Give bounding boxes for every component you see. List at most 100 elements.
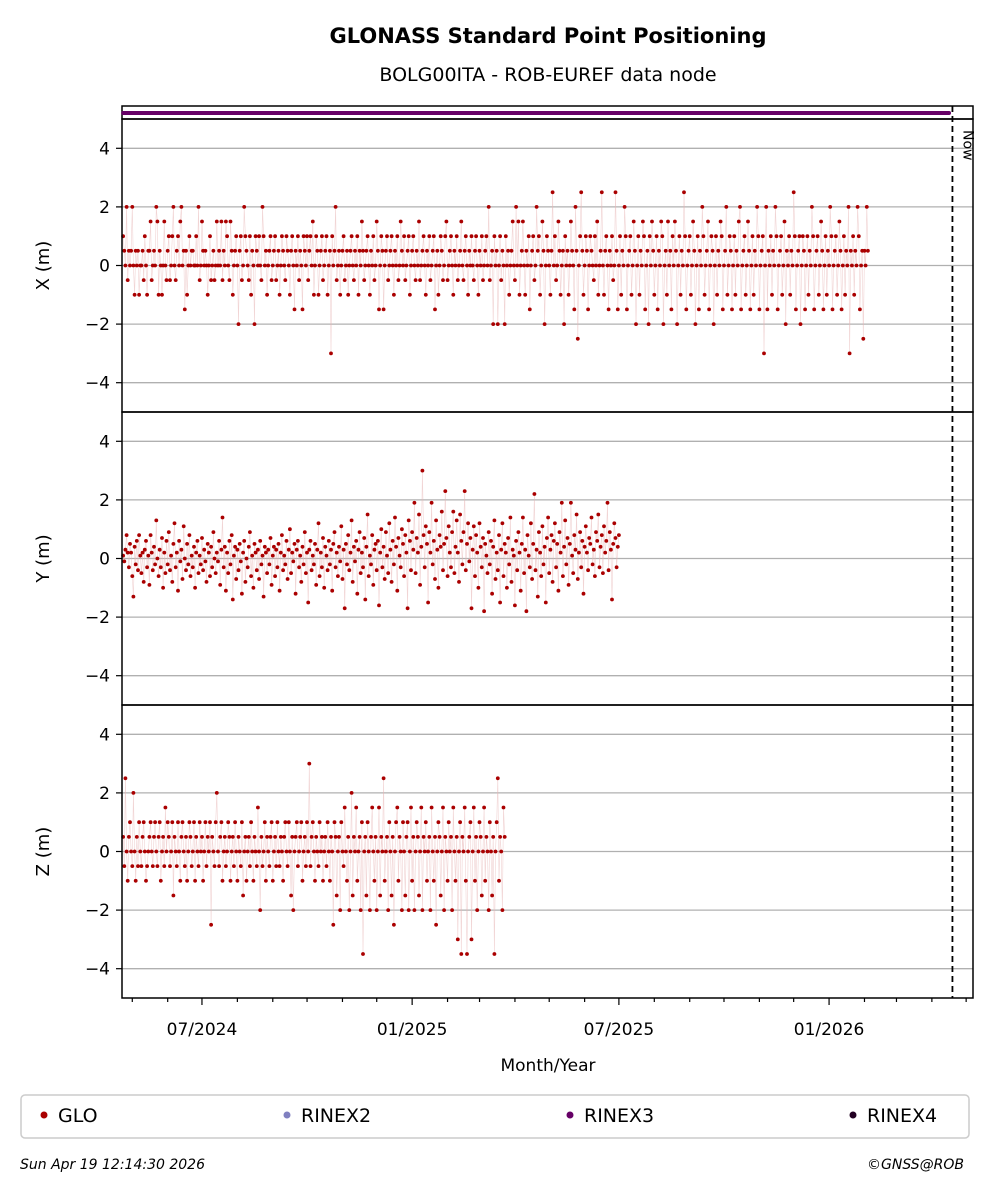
data-point — [227, 278, 232, 282]
data-point — [193, 878, 198, 883]
data-point — [506, 248, 510, 253]
data-point — [340, 248, 345, 253]
data-point — [277, 588, 282, 593]
data-point — [300, 878, 305, 883]
data-point — [357, 835, 362, 839]
data-point — [804, 263, 809, 268]
data-point — [813, 263, 818, 268]
data-point — [270, 263, 275, 268]
data-point — [607, 530, 612, 534]
data-point — [299, 580, 304, 584]
data-point — [235, 263, 240, 268]
data-point — [181, 849, 186, 854]
data-point — [709, 234, 714, 239]
data-point — [305, 234, 309, 239]
data-point — [530, 248, 534, 253]
data-point — [835, 292, 839, 297]
data-point — [454, 835, 459, 839]
data-point — [483, 248, 488, 253]
data-point — [615, 544, 620, 549]
data-point — [467, 248, 472, 253]
data-point — [450, 263, 454, 268]
data-point — [370, 533, 375, 537]
data-point — [831, 263, 836, 268]
data-point — [147, 583, 152, 587]
data-point — [392, 922, 396, 927]
data-point — [599, 190, 604, 195]
data-point — [366, 849, 371, 854]
panel-y: 4 2 0 −2 −4 Y (m) — [33, 411, 974, 706]
data-point — [145, 565, 150, 570]
data-point — [133, 878, 138, 883]
data-point — [137, 533, 142, 537]
data-point — [533, 263, 538, 268]
data-point — [514, 539, 518, 543]
data-point — [190, 565, 195, 570]
data-point — [411, 835, 416, 839]
data-point — [581, 292, 586, 297]
data-point — [290, 234, 295, 239]
data-point — [317, 820, 322, 825]
data-point — [611, 542, 616, 546]
data-point — [718, 219, 723, 224]
data-point — [779, 234, 783, 239]
data-point — [427, 835, 432, 839]
data-point — [394, 263, 398, 268]
data-point — [403, 278, 408, 282]
data-point — [425, 878, 429, 883]
data-point — [686, 248, 691, 253]
data-point — [741, 248, 746, 253]
data-point — [605, 500, 610, 505]
data-point — [501, 574, 506, 578]
data-point — [822, 263, 827, 268]
data-point — [227, 539, 232, 543]
data-point — [429, 263, 434, 268]
data-point — [377, 307, 381, 312]
data-point — [462, 489, 467, 493]
data-point — [245, 263, 250, 268]
data-point — [315, 849, 320, 854]
data-point — [244, 248, 249, 253]
data-point — [433, 307, 437, 312]
data-point — [481, 278, 485, 282]
data-point — [164, 278, 169, 282]
data-point — [348, 849, 353, 854]
data-point — [162, 219, 167, 224]
data-point — [344, 542, 348, 546]
data-point — [388, 547, 393, 552]
data-point — [447, 849, 452, 854]
data-point — [131, 263, 136, 268]
data-point — [371, 583, 376, 587]
data-point — [668, 248, 673, 253]
data-point — [511, 263, 516, 268]
data-point — [280, 234, 284, 239]
data-point — [269, 820, 274, 825]
data-point — [214, 219, 219, 224]
data-point — [556, 588, 561, 593]
data-point — [396, 536, 401, 540]
data-point — [455, 550, 460, 555]
data-point — [493, 849, 498, 854]
data-point — [567, 542, 572, 546]
data-point — [273, 574, 277, 578]
data-point — [371, 849, 376, 854]
data-point — [252, 322, 257, 326]
y-tick-label: −4 — [85, 374, 110, 394]
data-point — [164, 849, 169, 854]
data-point — [382, 577, 387, 581]
data-point — [479, 565, 484, 570]
data-point — [252, 835, 257, 839]
data-point — [641, 219, 645, 224]
data-point — [328, 248, 332, 253]
data-point — [202, 849, 207, 854]
data-point — [242, 205, 247, 209]
data-point — [331, 922, 336, 927]
data-point — [284, 849, 289, 854]
data-point — [406, 234, 411, 239]
data-point — [358, 571, 363, 575]
data-point — [173, 849, 178, 854]
data-point — [405, 820, 410, 825]
data-point — [361, 565, 365, 570]
data-point — [675, 322, 679, 326]
